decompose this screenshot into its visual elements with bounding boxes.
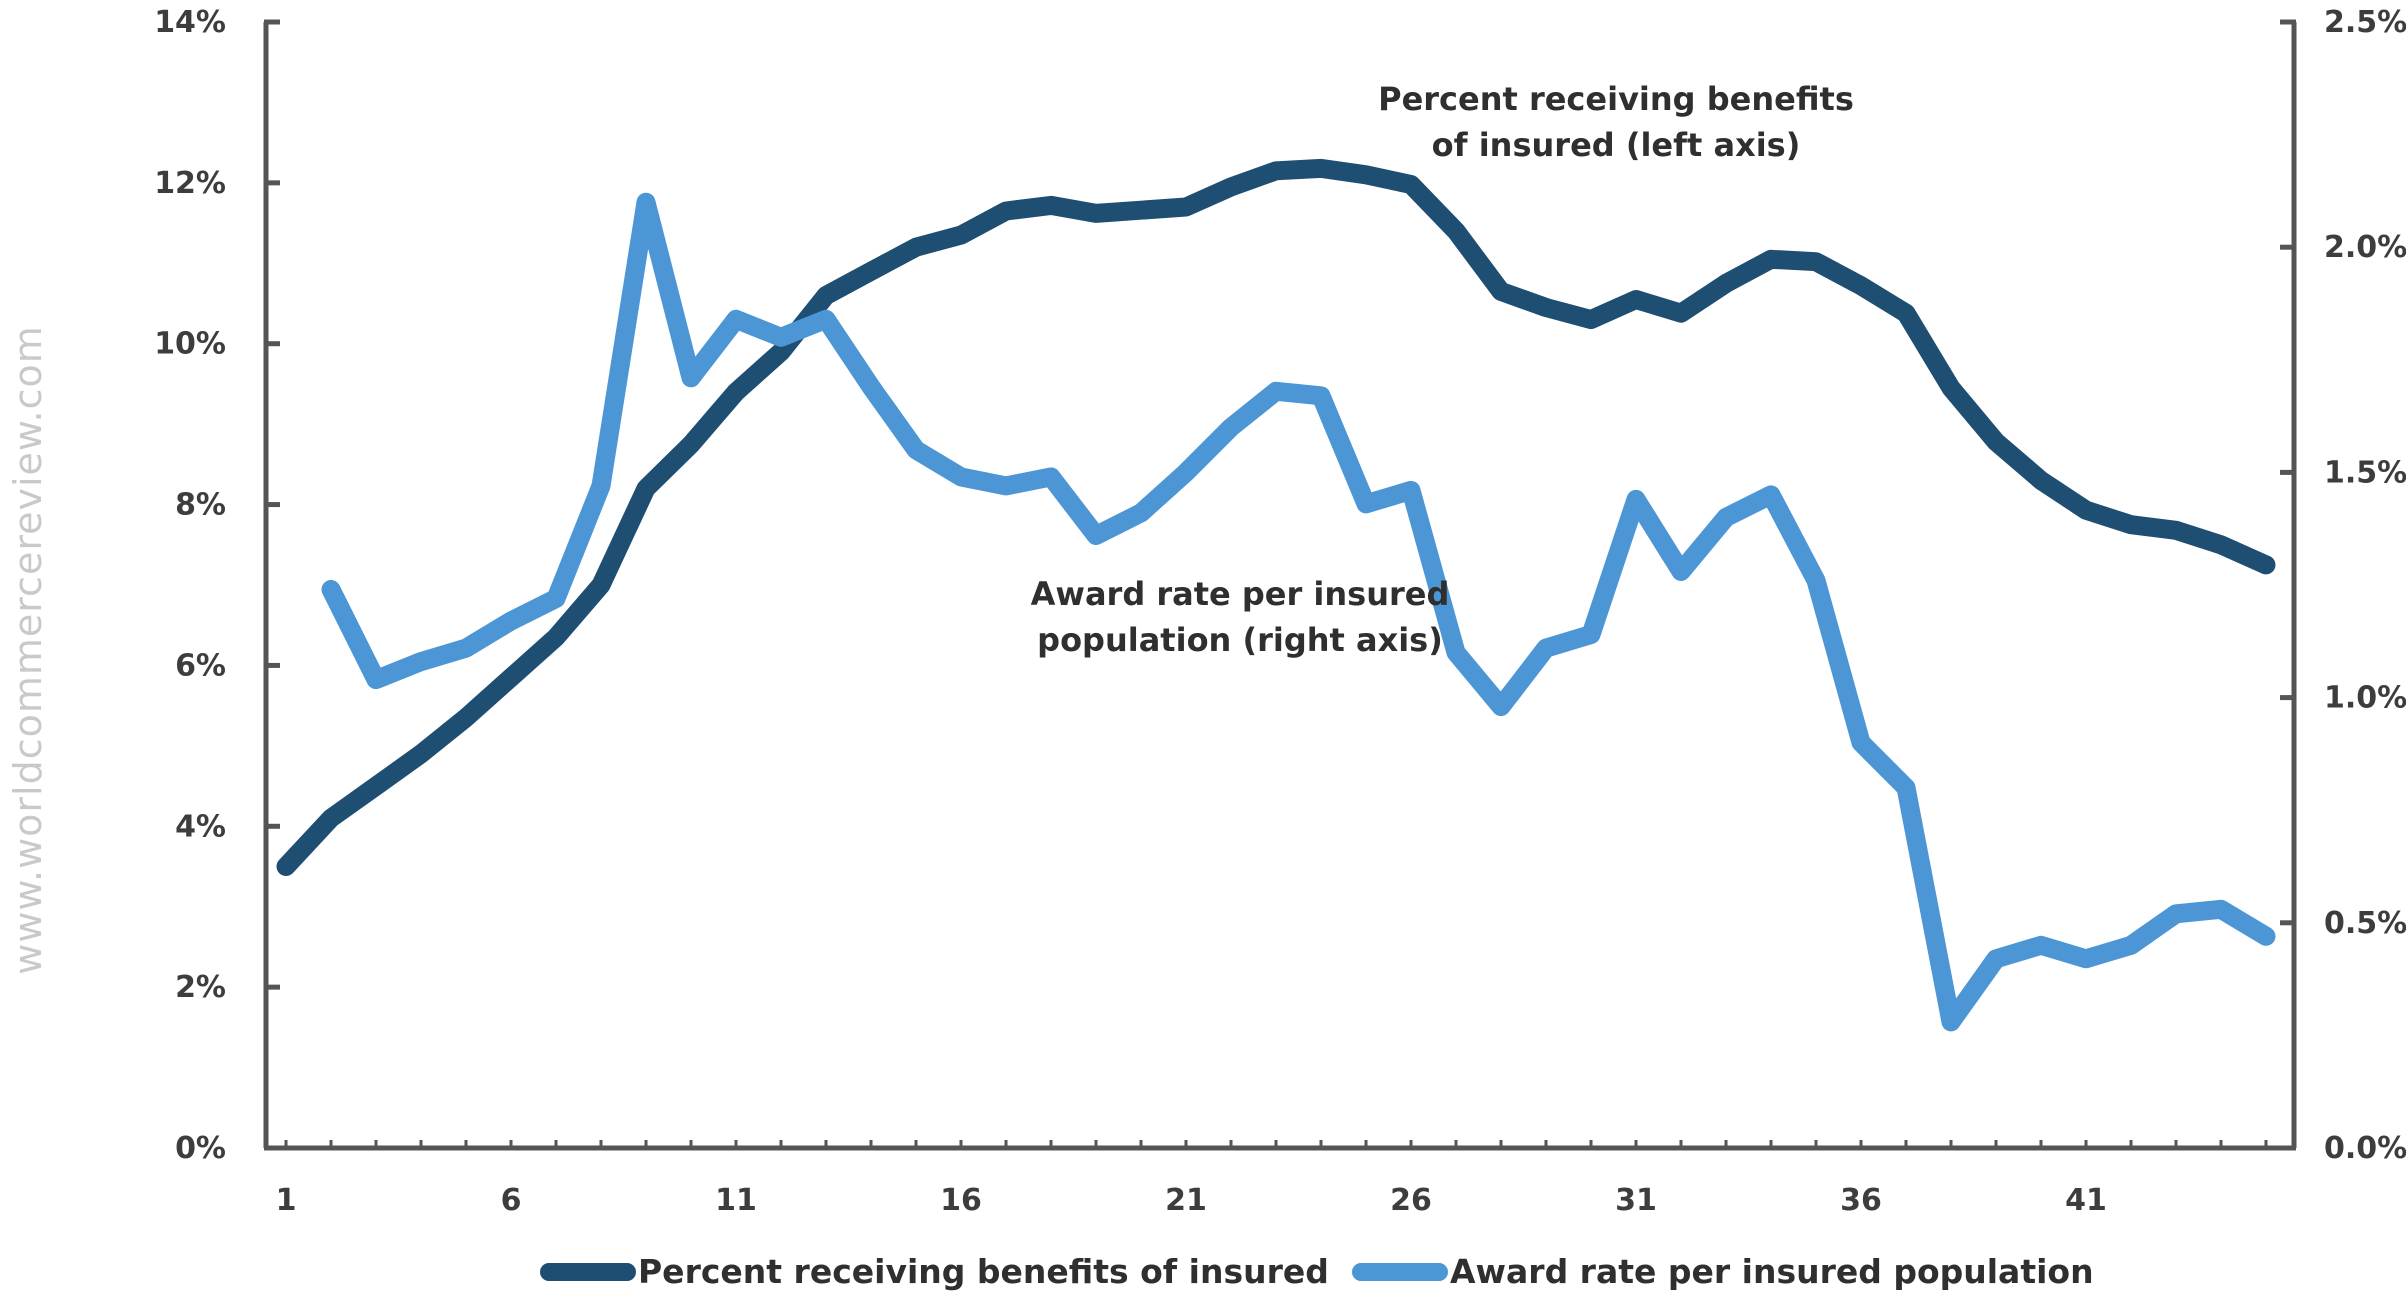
legend-label-award-rate: Award rate per insured population xyxy=(1450,1252,2094,1291)
legend-item-benefits: Percent receiving benefits of insured xyxy=(540,1252,1329,1291)
left-tick-label: 0% xyxy=(175,1131,226,1166)
left-tick-label: 8% xyxy=(175,488,226,523)
annotation-benefits-line: of insured (left axis) xyxy=(1432,126,1801,164)
series-line-award-rate xyxy=(321,192,2276,1032)
x-tick-label: 26 xyxy=(1390,1183,1432,1218)
legend-swatch-award-rate xyxy=(1352,1262,1448,1281)
left-tick-label: 10% xyxy=(154,327,226,362)
annotation-award-rate-line: Award rate per insured xyxy=(1031,575,1450,613)
right-tick-label: 2.5% xyxy=(2324,5,2406,40)
legend: Percent receiving benefits of insured Aw… xyxy=(0,1252,2406,1302)
series-line-benefits xyxy=(276,158,2276,876)
series-layer xyxy=(276,158,2276,1032)
x-tick-label: 6 xyxy=(501,1183,522,1218)
left-tick-label: 6% xyxy=(175,648,226,683)
axes-layer: 0% 2% 4% 6% 8% 10% 12% 14% 0.0% 0.5% 1.0% 1.5% 2.0% 2… xyxy=(154,5,2406,1218)
right-tick-label: 0.0% xyxy=(2324,1131,2406,1166)
x-tick-label: 16 xyxy=(940,1183,982,1218)
right-tick-label: 2.0% xyxy=(2324,230,2406,265)
legend-label-benefits: Percent receiving benefits of insured xyxy=(638,1252,1329,1291)
x-tick-label: 1 xyxy=(276,1183,297,1218)
legend-swatch-benefits xyxy=(540,1262,636,1281)
left-tick-label: 14% xyxy=(154,5,226,40)
left-tick-label: 12% xyxy=(154,166,226,201)
x-tick-label: 31 xyxy=(1615,1183,1657,1218)
annotation-award-rate-line: population (right axis) xyxy=(1037,621,1443,659)
annotation-layer: Percent receiving benefits of insured (le… xyxy=(1031,80,1854,659)
x-tick-label: 11 xyxy=(715,1183,757,1218)
right-tick-label: 1.0% xyxy=(2324,681,2406,716)
x-tick-label: 41 xyxy=(2065,1183,2107,1218)
left-tick-label: 4% xyxy=(175,809,226,844)
legend-item-award-rate: Award rate per insured population xyxy=(1352,1252,2094,1291)
left-tick-label: 2% xyxy=(175,970,226,1005)
x-tick-label: 36 xyxy=(1840,1183,1882,1218)
right-tick-label: 1.5% xyxy=(2324,455,2406,490)
annotation-benefits-line: Percent receiving benefits xyxy=(1378,80,1854,118)
x-tick-label: 21 xyxy=(1165,1183,1207,1218)
right-tick-label: 0.5% xyxy=(2324,906,2406,941)
